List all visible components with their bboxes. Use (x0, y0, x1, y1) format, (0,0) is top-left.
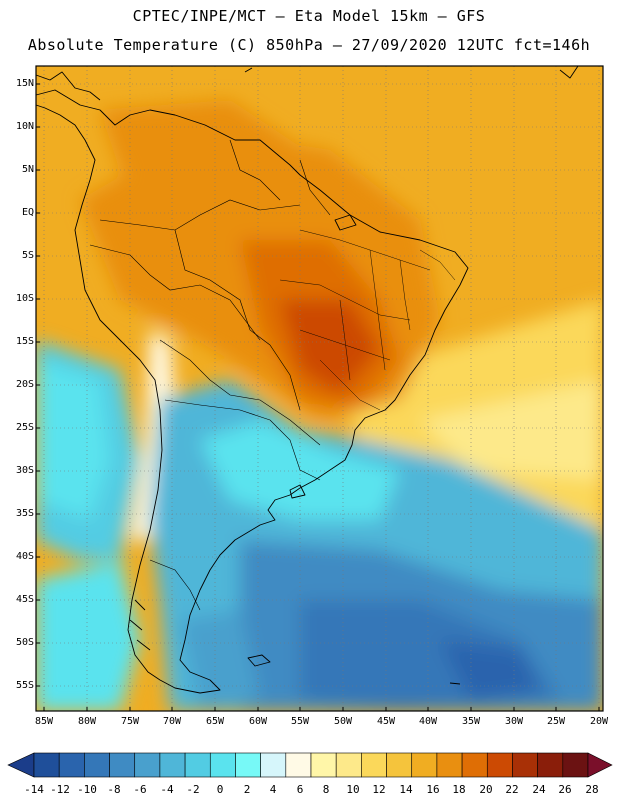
colorbar-label: -2 (186, 783, 200, 796)
colorbar-swatch (33, 752, 60, 778)
state-borders (279, 229, 456, 411)
map-frame (35, 65, 604, 712)
grid-lines (36, 66, 603, 711)
colorbar-label: -4 (160, 783, 174, 796)
colorbar-swatch (411, 752, 438, 778)
lon-label: 40W (418, 716, 438, 727)
colorbar-swatch (184, 752, 211, 778)
colorbar-label: 6 (296, 783, 304, 796)
colorbar-label: 4 (269, 783, 277, 796)
lon-label: 75W (120, 716, 140, 727)
colorbar-swatch (109, 752, 136, 778)
lat-label: 5S (21, 250, 34, 261)
colorbar-label: 14 (399, 783, 413, 796)
lat-label: 15N (15, 78, 34, 89)
colorbar-label: -10 (77, 783, 97, 796)
colorbar-label: 24 (532, 783, 546, 796)
lat-label: 10N (15, 121, 34, 132)
colorbar-swatch (310, 752, 337, 778)
colorbar-swatch (84, 752, 110, 778)
colorbar-label: 22 (505, 783, 519, 796)
lat-label: 40S (15, 551, 34, 562)
lon-label: 45W (376, 716, 396, 727)
colorbar-swatch (512, 752, 538, 778)
colorbar-label: 20 (479, 783, 493, 796)
lat-label: EQ (21, 207, 34, 218)
colorbar-label: -14 (24, 783, 44, 796)
colorbar-label: 10 (346, 783, 360, 796)
lat-label: 45S (15, 594, 34, 605)
colorbar-label: 16 (426, 783, 440, 796)
colorbar-swatch (159, 752, 186, 778)
colorbar-label: 0 (216, 783, 224, 796)
colorbar-swatch (436, 752, 463, 778)
colorbar-label: -12 (50, 783, 70, 796)
lat-label: 30S (15, 465, 34, 476)
colorbar-label: 8 (322, 783, 330, 796)
lon-label: 55W (290, 716, 310, 727)
colorbar-swatch (260, 752, 287, 778)
colorbar-swatch (386, 752, 413, 778)
lon-label: 25W (546, 716, 566, 727)
lon-label: 20W (589, 716, 609, 727)
colorbar-label: 28 (585, 783, 599, 796)
colorbar-swatch (58, 752, 85, 778)
colorbar-label: -8 (107, 783, 121, 796)
colorbar-swatch (537, 752, 564, 778)
lat-label: 5N (21, 164, 34, 175)
colorbar-label: 2 (243, 783, 251, 796)
colorbar-swatch (562, 752, 589, 778)
lat-label: 25S (15, 422, 34, 433)
colorbar-low-arrow (7, 752, 35, 778)
colorbar-swatch (461, 752, 488, 778)
lat-label: 20S (15, 379, 34, 390)
lon-label: 30W (504, 716, 524, 727)
lon-label: 80W (77, 716, 97, 727)
colorbar-swatch (134, 752, 161, 778)
lat-label: 10S (15, 293, 34, 304)
colorbar-swatch (335, 752, 362, 778)
colorbar-label: -6 (133, 783, 147, 796)
colorbar-swatch (361, 752, 387, 778)
lat-label: 15S (15, 336, 34, 347)
colorbar-swatch (235, 752, 261, 778)
lat-label: 55S (15, 680, 34, 691)
colorbar-label: 26 (558, 783, 572, 796)
lon-label: 50W (333, 716, 353, 727)
lon-label: 35W (461, 716, 481, 727)
lon-label: 85W (34, 716, 54, 727)
colorbar-swatch (209, 752, 236, 778)
colorbar-label: 18 (452, 783, 466, 796)
lon-label: 60W (248, 716, 268, 727)
colorbar-label: 12 (372, 783, 386, 796)
colorbar-high-arrow (587, 752, 613, 778)
lat-label: 50S (15, 637, 34, 648)
lat-label: 35S (15, 508, 34, 519)
lon-label: 65W (205, 716, 225, 727)
colorbar-swatch (285, 752, 312, 778)
title-line-2: Absolute Temperature (C) 850hPa – 27/09/… (27, 36, 591, 54)
colorbar-swatch (486, 752, 513, 778)
axis-ticks (36, 83, 600, 711)
country-borders (89, 139, 331, 611)
lon-label: 70W (162, 716, 182, 727)
title-line-1: CPTEC/INPE/MCT – Eta Model 15km – GFS (132, 7, 486, 25)
